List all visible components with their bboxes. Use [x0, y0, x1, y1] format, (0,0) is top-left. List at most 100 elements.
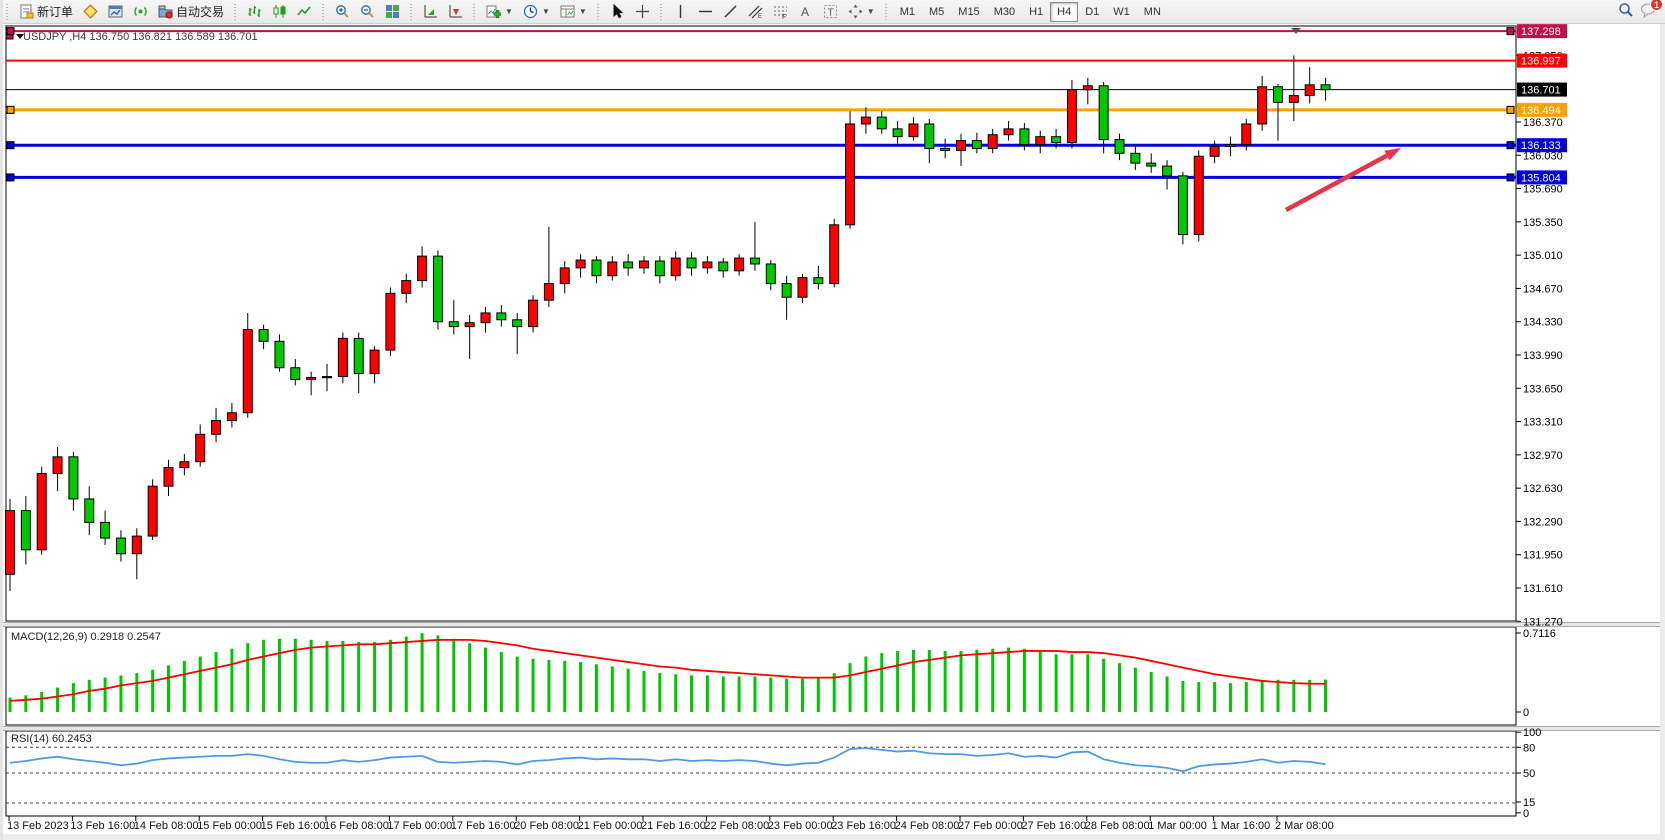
channel-button[interactable]: E — [743, 1, 768, 23]
candle-body — [686, 257, 697, 269]
macd-bar — [515, 656, 519, 712]
macd-bar — [896, 650, 900, 712]
line-handle[interactable] — [1506, 141, 1515, 150]
candle-body — [797, 277, 808, 298]
trendline-button[interactable] — [718, 1, 743, 23]
text-button[interactable]: A — [793, 1, 818, 23]
arrows-button[interactable]: ▼ — [843, 1, 880, 23]
macd-bar — [373, 642, 377, 712]
cursor-button[interactable] — [605, 1, 630, 23]
line-icon — [297, 4, 312, 19]
svg-text:134.330: 134.330 — [1523, 317, 1563, 329]
svg-text:23 Feb 00:00: 23 Feb 00:00 — [768, 820, 833, 832]
candle-body — [100, 521, 111, 539]
macd-bar — [1292, 679, 1296, 712]
zoom-out-button[interactable] — [355, 1, 380, 23]
periods-button[interactable]: ▼ — [518, 1, 555, 23]
timeframe-h4-button[interactable]: H4 — [1050, 1, 1079, 22]
zoom-in-button[interactable] — [330, 1, 355, 23]
new-order-button[interactable]: 新订单 — [14, 1, 78, 23]
svg-text:A: A — [801, 5, 809, 19]
macd-bar — [262, 639, 266, 712]
line-handle[interactable] — [1506, 27, 1515, 36]
macd-bar — [801, 678, 804, 712]
line-handle[interactable] — [6, 105, 15, 114]
bar-chart-button[interactable] — [242, 1, 267, 23]
macd-bar — [1102, 658, 1106, 712]
timeframe-w1-button[interactable]: W1 — [1113, 5, 1130, 18]
candle-body — [1082, 85, 1093, 91]
line-chart-button[interactable] — [292, 1, 317, 23]
macd-bar — [1054, 654, 1058, 712]
rsi-label: RSI(14) 60.2453 — [11, 733, 92, 745]
svg-text:132.970: 132.970 — [1523, 450, 1563, 462]
candle-body — [258, 329, 269, 342]
timeframe-m15-button[interactable]: M15 — [958, 5, 980, 18]
candle-body — [5, 510, 15, 575]
navigator-window-button[interactable] — [443, 1, 468, 23]
notification-badge: 1 — [1650, 0, 1663, 11]
candle-body — [496, 312, 507, 321]
macd-bar — [1181, 680, 1185, 712]
indicators-window-button[interactable] — [418, 1, 443, 23]
autotrading-button[interactable]: 自动交易 — [153, 1, 229, 23]
signals-button[interactable] — [128, 1, 153, 23]
candle-body — [876, 116, 887, 130]
chart-window-button[interactable] — [103, 1, 128, 23]
templates-button[interactable]: ▼ — [555, 1, 592, 23]
panel-frame — [5, 730, 1517, 817]
line-handle[interactable] — [6, 173, 15, 182]
timeframe-mn-button[interactable]: MN — [1143, 5, 1161, 18]
crosshair-button[interactable] — [630, 1, 655, 23]
vertical-line-button[interactable] — [668, 1, 693, 23]
search-icon[interactable] — [1618, 2, 1634, 21]
timeframe-m30-button[interactable]: M30 — [993, 5, 1016, 18]
svg-text:131.610: 131.610 — [1523, 583, 1563, 595]
candle-body — [845, 123, 856, 226]
chevron-down-icon[interactable] — [16, 34, 24, 39]
macd-bar — [341, 640, 345, 712]
candle-chart-button[interactable] — [267, 1, 292, 23]
macd-bar — [8, 697, 12, 712]
tile-windows-button[interactable] — [380, 1, 405, 23]
macd-bar — [531, 658, 535, 712]
price-axis: 137.050136.370136.030135.690135.350135.0… — [1516, 50, 1563, 628]
price-chart[interactable]: 137.050136.370136.030135.690135.350135.0… — [3, 24, 1665, 840]
line-handle[interactable] — [6, 141, 15, 150]
macd-bar — [674, 674, 678, 712]
svg-text:22 Feb 08:00: 22 Feb 08:00 — [704, 820, 769, 832]
macd-bar — [135, 673, 139, 712]
svg-text:1 Mar 00:00: 1 Mar 00:00 — [1148, 820, 1207, 832]
line-handle[interactable] — [6, 27, 15, 36]
toolbar-grip — [883, 3, 889, 20]
add-indicator-button[interactable]: ▼ — [481, 1, 518, 23]
candle-body — [306, 377, 317, 380]
timeframe-m5-button[interactable]: M5 — [929, 5, 945, 18]
fibonacci-button[interactable]: F — [768, 1, 793, 23]
timeframe-m1-button[interactable]: M1 — [899, 5, 915, 18]
chart-shift-marker[interactable] — [1291, 28, 1301, 34]
profiles-button[interactable] — [78, 1, 103, 23]
candle-body — [68, 456, 79, 500]
macd-bar — [1308, 679, 1312, 712]
candle-body — [908, 123, 919, 138]
svg-text:2 Mar 08:00: 2 Mar 08:00 — [1275, 820, 1334, 832]
macd-bar — [1118, 663, 1121, 712]
macd-bar — [357, 642, 361, 712]
line-handle[interactable] — [1506, 105, 1515, 114]
candle-body — [1098, 85, 1109, 141]
hline-icon — [698, 4, 713, 19]
timeframe-d1-button[interactable]: D1 — [1085, 5, 1100, 18]
candle-body — [1193, 155, 1204, 236]
toolbar-grip — [595, 3, 601, 20]
svg-text:17 Feb 16:00: 17 Feb 16:00 — [451, 820, 516, 832]
svg-text:23 Feb 16:00: 23 Feb 16:00 — [831, 820, 896, 832]
line-handle[interactable] — [1506, 173, 1515, 182]
trend-arrow-annotation[interactable] — [1284, 148, 1401, 212]
label-button[interactable]: T — [818, 1, 843, 23]
candle-body — [654, 260, 665, 277]
candle-body — [1130, 152, 1141, 164]
notifications-button[interactable]: 1 — [1640, 0, 1663, 21]
timeframe-h1-button[interactable]: H1 — [1029, 5, 1044, 18]
horizontal-line-button[interactable] — [693, 1, 718, 23]
